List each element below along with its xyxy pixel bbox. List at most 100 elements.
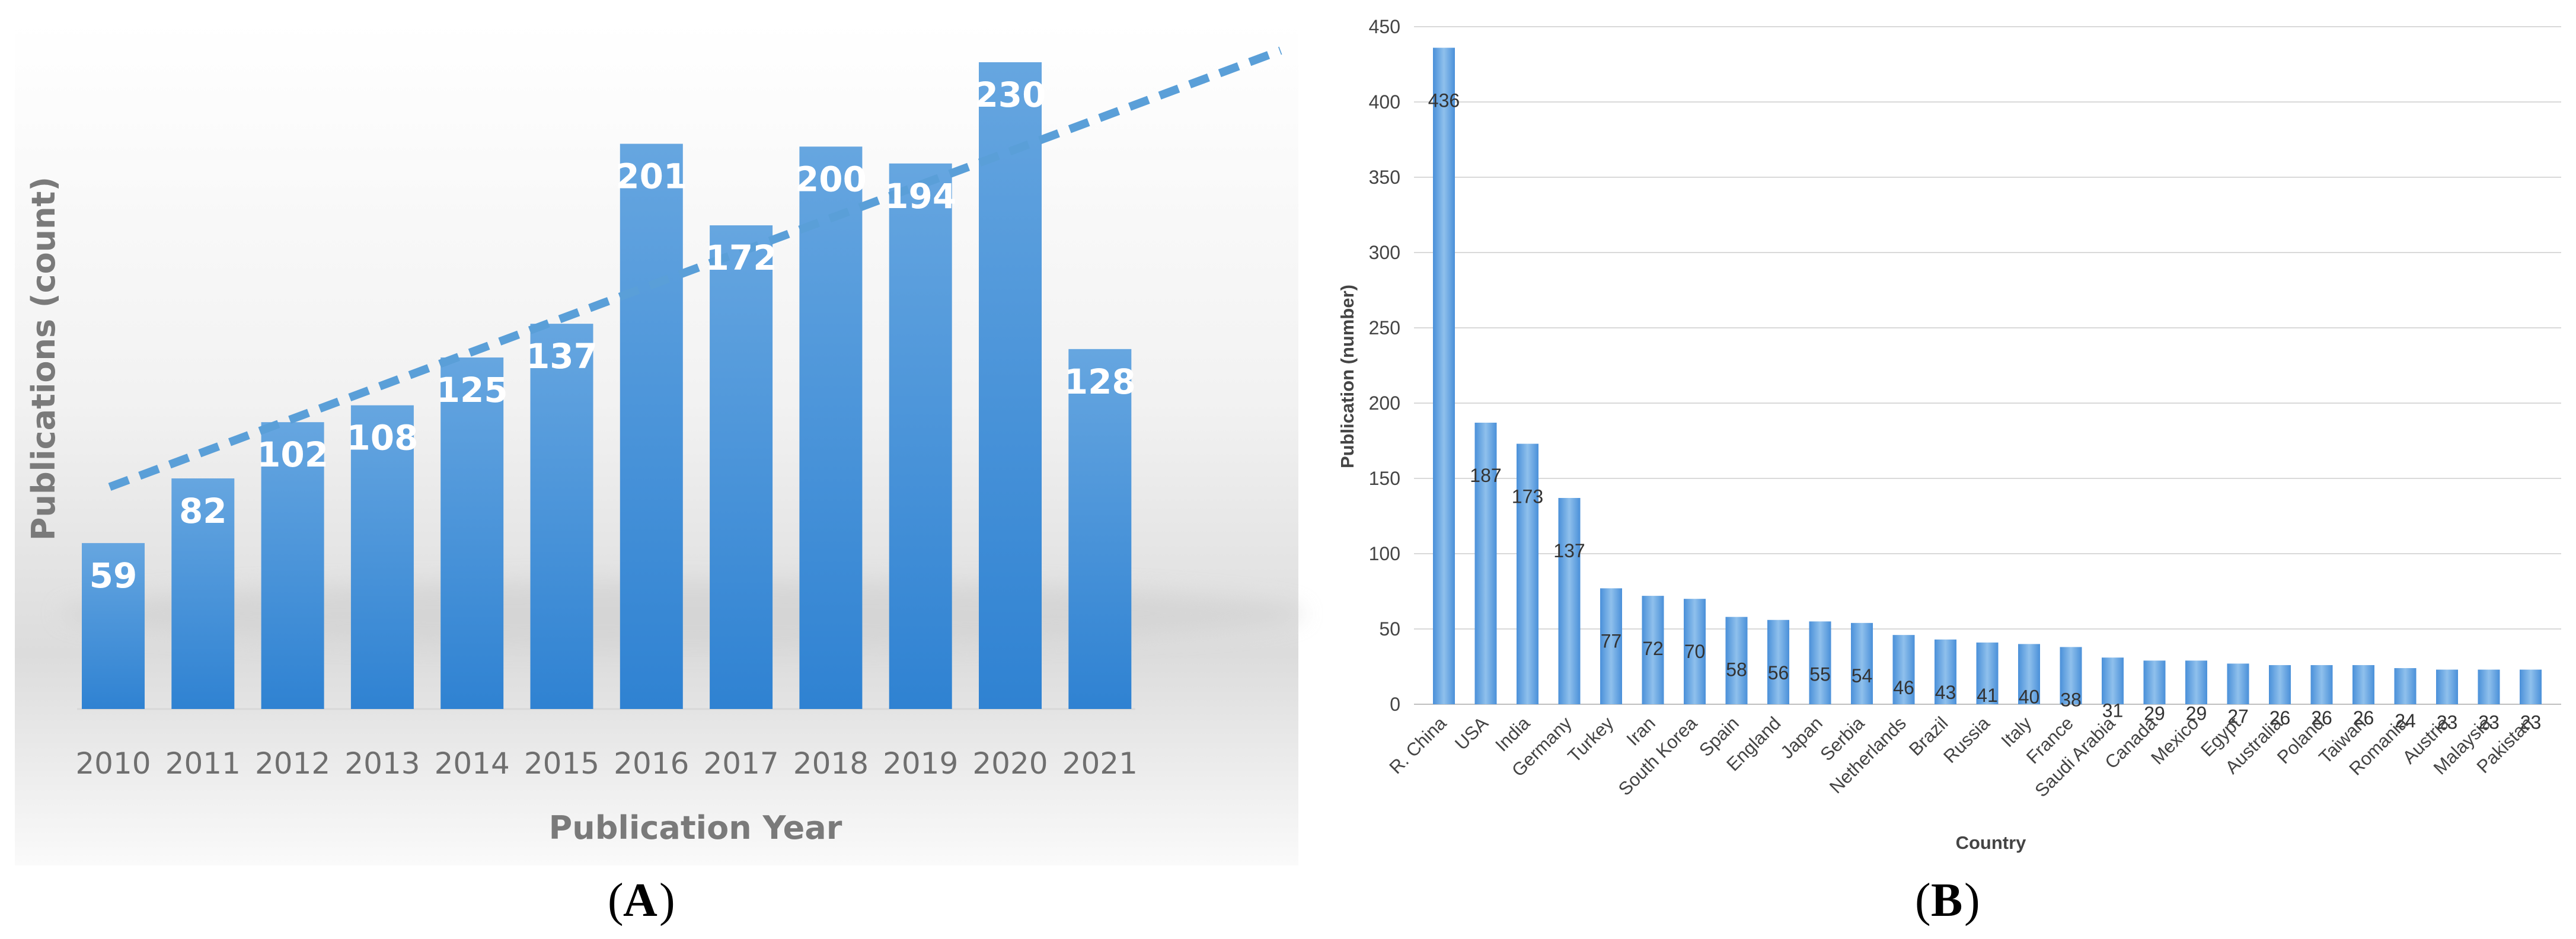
data-label-spain: 58 <box>1726 659 1747 681</box>
chart-a-data-labels: 59 82 102 108 125 137 201 172 200 194 230 128 <box>90 75 1136 596</box>
panel-label-b-letter: B <box>1931 874 1962 927</box>
data-label-pakistan: 23 <box>2520 712 2542 733</box>
x-tick-2016: 2016 <box>614 746 689 781</box>
x-tick-russia: Russia <box>1939 713 1994 767</box>
svg-text:): ) <box>1964 874 1980 927</box>
bar-2012 <box>261 422 324 709</box>
bar-r-china <box>1433 47 1455 704</box>
bar-france <box>2060 647 2082 704</box>
data-label-malaysia: 23 <box>2478 712 2500 733</box>
data-label-2014: 125 <box>436 370 508 410</box>
data-label-serbia: 54 <box>1852 665 1873 686</box>
y-tick-400: 400 <box>1369 91 1400 113</box>
y-tick-0: 0 <box>1390 694 1400 715</box>
bar-turkey <box>1600 588 1622 704</box>
data-label-2011: 82 <box>179 491 227 531</box>
data-label-england: 56 <box>1768 662 1789 684</box>
bar-russia <box>1976 642 1999 704</box>
data-label-australia: 26 <box>2269 707 2291 729</box>
bar-iran <box>1642 596 1664 704</box>
y-tick-200: 200 <box>1369 392 1400 414</box>
x-tick-r-china: R. China <box>1385 713 1451 778</box>
bar-england <box>1767 619 1789 704</box>
chart-b-gridlines <box>1414 26 2561 705</box>
bar-2020 <box>979 62 1042 709</box>
data-label-canada: 29 <box>2144 702 2165 724</box>
data-label-2019: 194 <box>885 176 956 216</box>
bar-mexico <box>2185 660 2207 704</box>
x-tick-iran: Iran <box>1622 713 1659 750</box>
bar-egypt <box>2227 663 2249 704</box>
data-label-r-china: 436 <box>1428 90 1460 111</box>
y-tick-150: 150 <box>1369 468 1400 489</box>
bar-saudi-arabia <box>2102 657 2124 704</box>
bar-2015 <box>530 324 593 709</box>
x-tick-2013: 2013 <box>344 746 420 781</box>
bar-canada <box>2143 660 2166 704</box>
chart-a-x-axis-title: Publication Year <box>549 809 842 847</box>
bar-germany <box>1558 498 1581 704</box>
bar-taiwan <box>2352 665 2374 704</box>
bar-south-korea <box>1684 599 1706 704</box>
data-label-saudi-arabia: 31 <box>2102 700 2124 721</box>
x-tick-2020: 2020 <box>972 746 1048 781</box>
bar-australia <box>2269 665 2291 704</box>
data-label-south-korea: 70 <box>1684 641 1706 662</box>
bar-2019 <box>889 163 952 709</box>
x-tick-japan: Japan <box>1776 713 1826 762</box>
bar-india <box>1517 443 1538 704</box>
y-tick-300: 300 <box>1369 242 1400 263</box>
bar-2013 <box>350 405 414 709</box>
y-tick-50: 50 <box>1379 618 1400 640</box>
panel-label-a: ( A ) <box>608 874 675 927</box>
bar-netherlands <box>1892 635 1915 704</box>
y-tick-450: 450 <box>1369 16 1400 37</box>
data-label-netherlands: 46 <box>1893 677 1914 698</box>
bar-2017 <box>710 225 773 710</box>
bar-2014 <box>440 357 504 709</box>
bar-malaysia <box>2478 669 2500 704</box>
bar-poland <box>2310 665 2333 704</box>
chart-b-x-axis-title: Country <box>1956 832 2027 853</box>
data-label-france: 38 <box>2060 689 2082 710</box>
bar-romania <box>2394 668 2417 704</box>
data-label-austria: 23 <box>2437 712 2458 733</box>
data-label-germany: 137 <box>1553 540 1585 561</box>
panel-label-a-letter: A <box>623 874 657 927</box>
y-tick-100: 100 <box>1369 543 1400 564</box>
x-tick-usa: USA <box>1451 713 1492 754</box>
bar-spain <box>1725 617 1748 704</box>
chart-b-y-ticks: 0 50 100 150 200 250 300 350 400 450 <box>1369 16 1400 715</box>
data-label-usa: 187 <box>1470 465 1501 486</box>
data-label-taiwan: 26 <box>2353 707 2374 729</box>
bar-2016 <box>620 143 683 710</box>
data-label-2020: 230 <box>974 75 1046 115</box>
x-tick-2012: 2012 <box>255 746 330 781</box>
bar-brazil <box>1935 639 1956 704</box>
data-label-egypt: 27 <box>2227 705 2249 727</box>
x-tick-2010: 2010 <box>75 746 151 781</box>
x-tick-2021: 2021 <box>1062 746 1138 781</box>
bar-pakistan <box>2520 669 2542 704</box>
x-tick-2019: 2019 <box>883 746 958 781</box>
x-tick-2018: 2018 <box>793 746 869 781</box>
data-label-mexico: 29 <box>2186 702 2207 724</box>
data-label-turkey: 77 <box>1601 630 1622 651</box>
data-label-poland: 26 <box>2311 707 2332 729</box>
bar-japan <box>1809 621 1831 704</box>
bar-2021 <box>1068 349 1132 709</box>
data-label-2016: 201 <box>615 156 687 197</box>
x-tick-2014: 2014 <box>435 746 510 781</box>
y-tick-250: 250 <box>1369 317 1400 338</box>
svg-text:(: ( <box>608 874 624 927</box>
chart-a-y-axis-title: Publications (count) <box>25 177 62 541</box>
data-label-italy: 40 <box>2019 686 2040 707</box>
x-tick-turkey: Turkey <box>1564 713 1618 766</box>
bar-austria <box>2436 669 2458 704</box>
chart-a-trendline <box>108 46 1282 491</box>
data-label-2013: 108 <box>346 418 418 458</box>
x-tick-2015: 2015 <box>524 746 599 781</box>
chart-b-data-labels: 436 187 173 137 77 72 70 58 56 55 54 46 43 41 40 38 31 29… <box>1428 90 2541 733</box>
data-label-2018: 200 <box>795 159 867 199</box>
